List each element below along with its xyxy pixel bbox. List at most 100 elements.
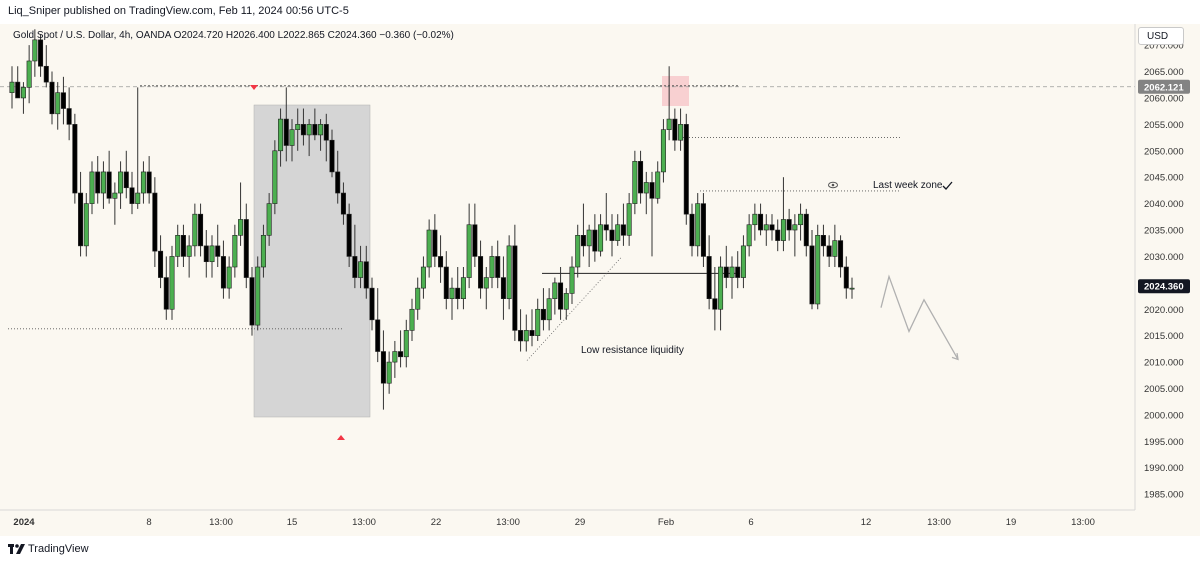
candle bbox=[649, 171, 655, 257]
candle bbox=[209, 235, 215, 278]
candle bbox=[609, 214, 615, 257]
candle bbox=[43, 45, 49, 88]
candle bbox=[295, 108, 301, 151]
candle bbox=[518, 309, 524, 352]
candle bbox=[289, 119, 295, 162]
candle bbox=[438, 235, 444, 283]
candle bbox=[83, 193, 89, 257]
candle bbox=[506, 235, 512, 310]
candle bbox=[660, 119, 666, 183]
candle bbox=[89, 161, 95, 215]
tradingview-logo-icon bbox=[8, 544, 25, 554]
candle bbox=[203, 230, 209, 278]
candle bbox=[323, 113, 329, 162]
candle bbox=[769, 214, 775, 241]
price-label-box bbox=[1138, 279, 1190, 294]
y-tick-label: 2015.000 bbox=[1144, 331, 1184, 342]
candle bbox=[186, 235, 192, 278]
price-label: 2024.360 bbox=[1144, 282, 1184, 293]
candle bbox=[340, 182, 346, 225]
y-tick-label: 2010.000 bbox=[1144, 358, 1184, 369]
candle bbox=[592, 214, 598, 262]
annotation-low-resistance: Low resistance liquidity bbox=[581, 345, 684, 356]
candle bbox=[192, 203, 198, 257]
y-tick-label: 1985.000 bbox=[1144, 490, 1184, 501]
y-tick-label: 2005.000 bbox=[1144, 384, 1184, 395]
currency-button[interactable]: USD bbox=[1138, 27, 1184, 45]
y-tick-label: 2030.000 bbox=[1144, 252, 1184, 263]
candle bbox=[620, 203, 626, 246]
candle bbox=[809, 230, 815, 310]
candle bbox=[226, 256, 232, 299]
x-tick-label: Feb bbox=[658, 517, 674, 528]
time-axis: 2024 8 13:00 15 13:00 22 13:00 29 Feb 6 12 13:00 19 1… bbox=[0, 509, 1135, 528]
footer: TradingView bbox=[0, 536, 1200, 563]
candle bbox=[580, 203, 586, 257]
candle bbox=[318, 119, 324, 151]
candle bbox=[598, 214, 604, 257]
candle bbox=[20, 82, 26, 114]
candle bbox=[443, 251, 449, 310]
x-tick-label: 19 bbox=[1006, 517, 1017, 528]
candle bbox=[363, 245, 369, 299]
candle bbox=[460, 267, 466, 310]
candle bbox=[38, 34, 44, 77]
price-axis: 2070.000 2065.000 2060.000 2055.000 2050.000… bbox=[1134, 24, 1190, 510]
candle bbox=[306, 119, 312, 157]
candle bbox=[798, 203, 804, 241]
projection-arrow-icon bbox=[951, 353, 959, 361]
x-tick-label: 13:00 bbox=[209, 517, 233, 528]
sweep-highlight bbox=[662, 76, 689, 106]
candle bbox=[478, 240, 484, 299]
y-tick-label: 1990.000 bbox=[1144, 463, 1184, 474]
candle bbox=[603, 193, 609, 241]
candle bbox=[60, 76, 66, 125]
candle bbox=[718, 256, 724, 331]
candle bbox=[106, 150, 112, 204]
candle bbox=[432, 214, 438, 267]
x-tick-label: 13:00 bbox=[496, 517, 520, 528]
candle bbox=[489, 245, 495, 289]
candle bbox=[26, 45, 32, 104]
candle bbox=[706, 235, 712, 310]
candle bbox=[55, 82, 61, 130]
candle bbox=[735, 251, 741, 289]
y-tick-label: 2020.000 bbox=[1144, 305, 1184, 316]
candle bbox=[118, 161, 124, 209]
candles-layer bbox=[9, 29, 855, 410]
price-label: 2062.121 bbox=[1144, 82, 1184, 93]
candle bbox=[803, 208, 809, 257]
candle bbox=[843, 256, 849, 299]
candle bbox=[678, 108, 684, 151]
candle bbox=[815, 224, 821, 310]
candle bbox=[758, 203, 764, 236]
candle bbox=[820, 224, 826, 257]
candle bbox=[163, 256, 169, 320]
eye-icon bbox=[828, 181, 838, 189]
candle bbox=[232, 224, 238, 278]
x-tick-label: 13:00 bbox=[927, 517, 951, 528]
candle bbox=[615, 214, 621, 246]
candle bbox=[346, 203, 352, 267]
candle bbox=[643, 171, 649, 215]
x-tick-label: 12 bbox=[861, 517, 872, 528]
candle bbox=[403, 319, 409, 368]
candle bbox=[695, 193, 701, 257]
candle bbox=[392, 340, 398, 378]
candle bbox=[135, 87, 141, 209]
y-tick-label: 2040.000 bbox=[1144, 199, 1184, 210]
candle bbox=[300, 108, 306, 146]
candle bbox=[763, 214, 769, 246]
candle bbox=[666, 66, 672, 141]
candle bbox=[238, 182, 244, 246]
publish-info: Liq_Sniper published on TradingView.com,… bbox=[8, 5, 349, 17]
candle bbox=[140, 161, 146, 204]
candle bbox=[409, 298, 415, 341]
candle bbox=[420, 256, 426, 299]
price-label-box bbox=[1138, 79, 1190, 94]
candle bbox=[466, 203, 472, 289]
candle bbox=[100, 161, 106, 209]
candle bbox=[386, 351, 392, 394]
x-tick-label: 6 bbox=[748, 517, 753, 528]
